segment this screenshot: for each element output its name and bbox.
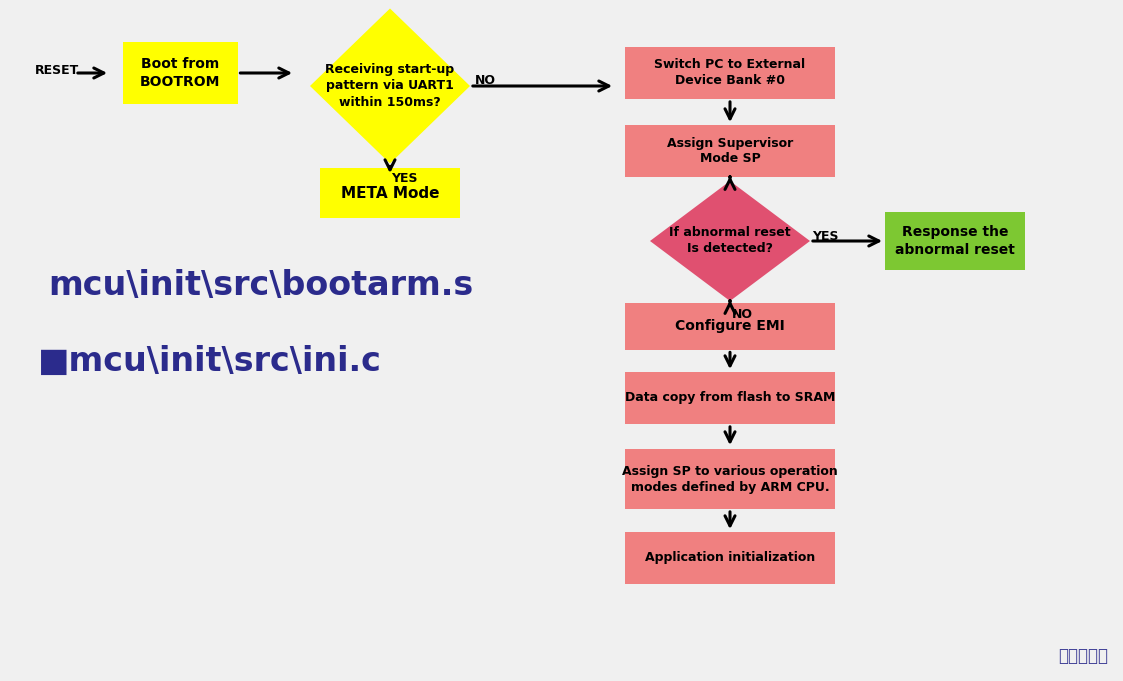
Text: Receiving start-up
pattern via UART1
within 150ms?: Receiving start-up pattern via UART1 wit… <box>326 63 455 108</box>
FancyBboxPatch shape <box>626 47 836 99</box>
FancyBboxPatch shape <box>626 125 836 177</box>
FancyBboxPatch shape <box>885 212 1025 270</box>
Text: NO: NO <box>731 308 752 321</box>
Text: RESET: RESET <box>35 63 80 76</box>
Text: Response the
abnormal reset: Response the abnormal reset <box>895 225 1015 257</box>
Text: YES: YES <box>812 229 838 242</box>
Text: mcu\init\src\bootarm.s: mcu\init\src\bootarm.s <box>48 270 473 302</box>
Text: META Mode: META Mode <box>340 185 439 200</box>
Polygon shape <box>650 181 810 301</box>
Text: Assign SP to various operation
modes defined by ARM CPU.: Assign SP to various operation modes def… <box>622 464 838 494</box>
FancyBboxPatch shape <box>320 168 460 218</box>
Text: Assign Supervisor
Mode SP: Assign Supervisor Mode SP <box>667 136 793 165</box>
FancyBboxPatch shape <box>626 449 836 509</box>
FancyBboxPatch shape <box>626 302 836 349</box>
Text: Switch PC to External
Device Bank #0: Switch PC to External Device Bank #0 <box>655 59 805 87</box>
FancyBboxPatch shape <box>626 532 836 584</box>
Text: Data copy from flash to SRAM: Data copy from flash to SRAM <box>624 392 836 405</box>
Text: Application initialization: Application initialization <box>645 552 815 565</box>
Text: NO: NO <box>475 74 495 87</box>
Text: Configure EMI: Configure EMI <box>675 319 785 333</box>
FancyBboxPatch shape <box>122 42 237 104</box>
Text: If abnormal reset
Is detected?: If abnormal reset Is detected? <box>669 227 791 255</box>
Text: ■mcu\init\src\ini.c: ■mcu\init\src\ini.c <box>38 345 382 377</box>
Text: 姐己导航网: 姐己导航网 <box>1058 647 1108 665</box>
Text: YES: YES <box>391 172 418 185</box>
Text: Boot from
BOOTROM: Boot from BOOTROM <box>139 57 220 89</box>
Polygon shape <box>310 8 471 163</box>
FancyBboxPatch shape <box>626 372 836 424</box>
